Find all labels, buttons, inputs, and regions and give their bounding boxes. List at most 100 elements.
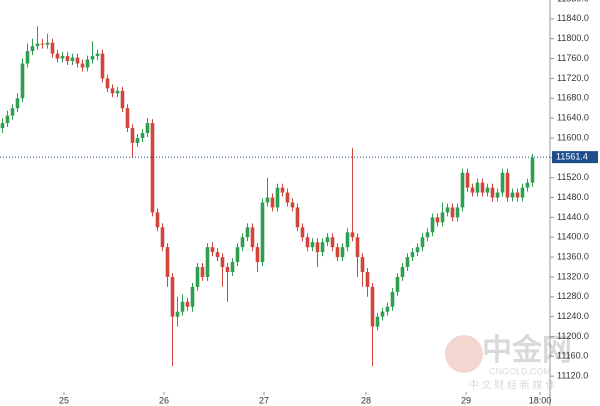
y-tick-label: 11600.0 — [557, 132, 589, 142]
candle-body — [105, 78, 110, 89]
candle-body — [270, 197, 275, 208]
candle-body — [235, 247, 240, 263]
last-price-tag — [552, 151, 598, 164]
y-tick-label: 11280.0 — [557, 291, 589, 301]
x-tick-label: 25 — [59, 395, 69, 405]
candle-body — [40, 43, 45, 45]
candle-body — [365, 271, 370, 287]
watermark: 中金网 CNGOLD.COM 中 文 财 经 新 媒 体 — [445, 333, 572, 392]
candle-body — [250, 227, 255, 248]
candle-body — [215, 252, 220, 258]
candle-body — [190, 286, 195, 307]
candle-body — [165, 247, 170, 277]
candle-body — [130, 128, 135, 143]
candle-body — [415, 247, 420, 253]
candle-body — [345, 232, 350, 248]
candle-body — [315, 242, 320, 253]
candle-body — [200, 267, 205, 277]
watermark-icon — [445, 335, 483, 373]
candle-body — [300, 227, 305, 238]
candle-body — [255, 247, 260, 263]
candle-body — [445, 207, 450, 213]
candle-body — [0, 123, 5, 129]
candle-body — [290, 202, 295, 208]
candle-body — [275, 187, 280, 208]
candle-body — [340, 247, 345, 258]
candle-body — [495, 192, 500, 198]
x-tick-label: 29 — [461, 395, 471, 405]
candle-body — [240, 237, 245, 248]
y-tick-label: 11120.0 — [557, 371, 588, 381]
candle-body — [45, 42, 50, 45]
candle-body — [245, 227, 250, 238]
candle-body — [50, 42, 55, 54]
candle-body — [430, 217, 435, 233]
y-tick-label: 11200.0 — [557, 331, 589, 341]
x-tick-label: 27 — [259, 395, 269, 405]
candle-body — [490, 187, 495, 198]
candle-body — [265, 197, 270, 203]
y-tick-label: 11880.0 — [557, 0, 589, 3]
candle-body — [180, 301, 185, 312]
watermark-site: CNGOLD.COM — [489, 366, 551, 376]
candle-body — [150, 123, 155, 213]
y-tick-label: 11720.0 — [557, 73, 589, 83]
candle-body — [500, 172, 505, 193]
candle-body — [115, 90, 120, 94]
y-tick-label: 11240.0 — [557, 311, 589, 321]
y-tick-label: 11680.0 — [557, 93, 589, 103]
candle-body — [330, 237, 335, 248]
candle-body — [30, 46, 35, 52]
candle-body — [460, 172, 465, 208]
candle-body — [355, 237, 360, 258]
candle-body — [135, 137, 140, 143]
x-tick-label: 26 — [159, 395, 169, 405]
candle-body — [295, 207, 300, 228]
candle-body — [425, 232, 430, 238]
candle-body — [310, 242, 315, 248]
candle-body — [370, 286, 375, 327]
candle-body — [390, 291, 395, 307]
candle-body — [175, 311, 180, 317]
y-tick-label: 11640.0 — [557, 112, 589, 122]
candle-body — [155, 212, 160, 228]
candle-body — [185, 301, 190, 307]
candle-body — [225, 267, 230, 272]
candle-body — [285, 192, 290, 203]
y-tick-label: 11400.0 — [557, 232, 589, 242]
y-tick-label: 11160.0 — [557, 351, 588, 361]
candle-body — [145, 123, 150, 134]
candle-body — [465, 172, 470, 188]
candle-body — [510, 192, 515, 198]
candle-body — [455, 207, 460, 218]
candle-body — [80, 63, 85, 68]
candle-body — [5, 115, 10, 124]
y-tick-label: 11480.0 — [557, 192, 589, 202]
candle-body — [375, 316, 380, 327]
candle-body — [10, 108, 15, 116]
candle-body — [140, 133, 145, 138]
candle-body — [525, 182, 530, 188]
candle-body — [515, 192, 520, 198]
last-price-label: 11561.4 — [556, 152, 588, 162]
candle-body — [20, 63, 25, 99]
candle-body — [260, 202, 265, 263]
candle-body — [160, 227, 165, 248]
candle-body — [405, 257, 410, 268]
candle-body — [70, 57, 75, 62]
candle-body — [305, 237, 310, 248]
candle-body — [360, 257, 365, 272]
candle-body — [410, 252, 415, 258]
y-tick-label: 11360.0 — [557, 251, 589, 261]
candle-body — [380, 311, 385, 317]
candle-body — [350, 232, 355, 238]
candle-body — [35, 43, 40, 47]
candle-body — [25, 51, 30, 64]
candle-body — [385, 306, 390, 312]
candle-body — [85, 59, 90, 68]
candle-body — [60, 56, 65, 59]
candle-body — [520, 187, 525, 198]
candle-body — [335, 247, 340, 258]
candle-body — [125, 108, 130, 129]
